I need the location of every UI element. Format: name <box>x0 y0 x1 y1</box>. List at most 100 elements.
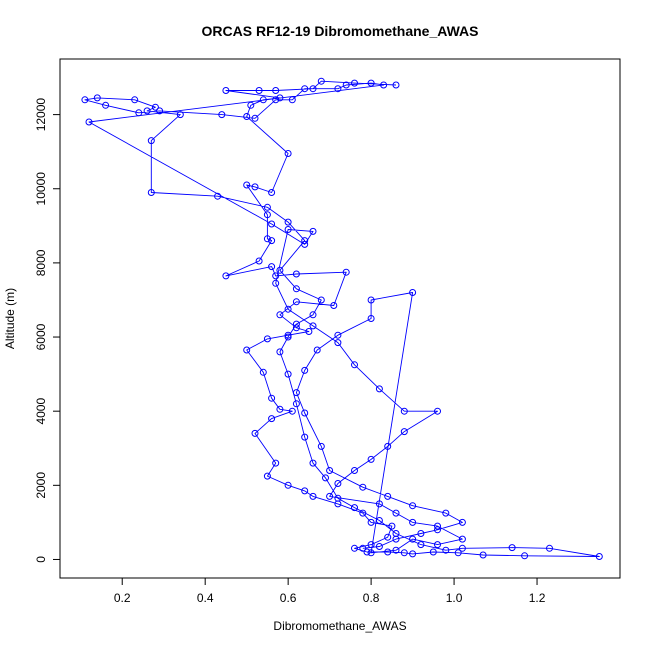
data-point <box>351 361 358 369</box>
x-tick-label: 1.0 <box>446 591 463 605</box>
data-point <box>176 111 184 119</box>
data-point <box>546 544 553 552</box>
data-point <box>375 385 383 393</box>
data-point <box>351 504 358 512</box>
data-point <box>268 415 276 423</box>
data-point <box>359 483 367 491</box>
data-point <box>334 85 342 93</box>
data-point <box>251 429 259 437</box>
data-point <box>263 235 271 243</box>
y-axis-label: Altitude (m) <box>3 288 17 349</box>
data-point <box>255 87 263 94</box>
data-point <box>305 328 313 335</box>
data-point <box>429 548 437 556</box>
data-point <box>284 218 292 226</box>
data-point <box>268 189 276 196</box>
x-tick-label: 0.4 <box>197 591 214 605</box>
data-point <box>380 81 388 89</box>
data-point <box>147 189 155 196</box>
data-point <box>521 552 529 560</box>
data-point <box>292 400 300 408</box>
data-point <box>222 272 230 280</box>
data-point <box>255 257 263 265</box>
data-point <box>247 101 255 109</box>
data-point <box>595 553 603 560</box>
data-point <box>409 550 417 558</box>
data-point <box>268 237 276 245</box>
data-point <box>222 87 230 94</box>
data-point <box>384 442 392 450</box>
data-point <box>81 96 89 104</box>
data-point <box>143 107 151 115</box>
data-point <box>292 270 300 278</box>
data-point <box>135 109 143 117</box>
data-point <box>301 409 309 417</box>
data-point <box>342 268 350 276</box>
data-point <box>317 77 325 85</box>
data-point <box>409 289 417 296</box>
data-point <box>342 81 350 89</box>
data-point <box>351 467 358 474</box>
data-point <box>301 240 309 248</box>
x-tick-label: 0.8 <box>363 591 380 605</box>
data-point <box>276 348 284 356</box>
data-point <box>272 459 280 467</box>
x-axis-label: Dibromomethane_AWAS <box>273 619 406 633</box>
data-point <box>309 492 317 500</box>
data-point <box>93 94 101 102</box>
data-point <box>434 526 441 534</box>
data-point <box>400 428 408 436</box>
chart-title: ORCAS RF12-19 Dibromomethane_AWAS <box>202 23 479 39</box>
data-point <box>317 296 325 304</box>
data-point <box>284 370 292 378</box>
data-point <box>301 85 309 93</box>
data-point <box>322 474 329 482</box>
data-point <box>417 530 425 537</box>
data-point <box>259 96 267 104</box>
data-point <box>351 544 358 552</box>
series-layer <box>81 77 603 560</box>
data-point <box>292 320 300 328</box>
data-point <box>292 298 300 306</box>
data-point <box>292 389 300 397</box>
data-point <box>392 535 400 543</box>
data-point <box>351 79 358 87</box>
data-point <box>409 535 417 543</box>
data-point <box>288 407 296 415</box>
x-axis: 0.2 0.4 0.6 0.8 1.0 1.2 <box>114 577 546 605</box>
data-point <box>259 368 267 376</box>
series-line <box>84 80 600 557</box>
data-point <box>458 518 466 526</box>
data-point <box>334 480 342 487</box>
data-point <box>288 96 296 104</box>
data-point <box>309 311 317 319</box>
data-point <box>284 305 292 313</box>
data-point <box>251 114 259 122</box>
data-point <box>272 96 280 104</box>
y-tick-label: 10000 <box>34 172 48 206</box>
data-point <box>359 544 367 552</box>
data-point <box>268 394 276 402</box>
data-point <box>367 315 375 322</box>
data-point <box>284 481 292 489</box>
data-point <box>263 472 271 480</box>
data-point <box>268 263 276 271</box>
data-point <box>263 203 271 211</box>
y-tick-label: 12000 <box>34 98 48 132</box>
data-point <box>434 407 441 415</box>
data-point <box>458 544 466 552</box>
data-point <box>359 509 367 517</box>
data-point <box>85 118 93 126</box>
data-point <box>284 150 292 157</box>
data-point <box>434 541 441 549</box>
y-tick-label: 0 <box>34 556 48 563</box>
x-tick-label: 0.2 <box>114 591 131 605</box>
data-point <box>151 103 159 111</box>
data-point <box>218 111 226 119</box>
data-point <box>388 522 396 530</box>
data-point <box>409 518 417 526</box>
data-point <box>243 346 251 354</box>
data-point <box>147 137 155 145</box>
